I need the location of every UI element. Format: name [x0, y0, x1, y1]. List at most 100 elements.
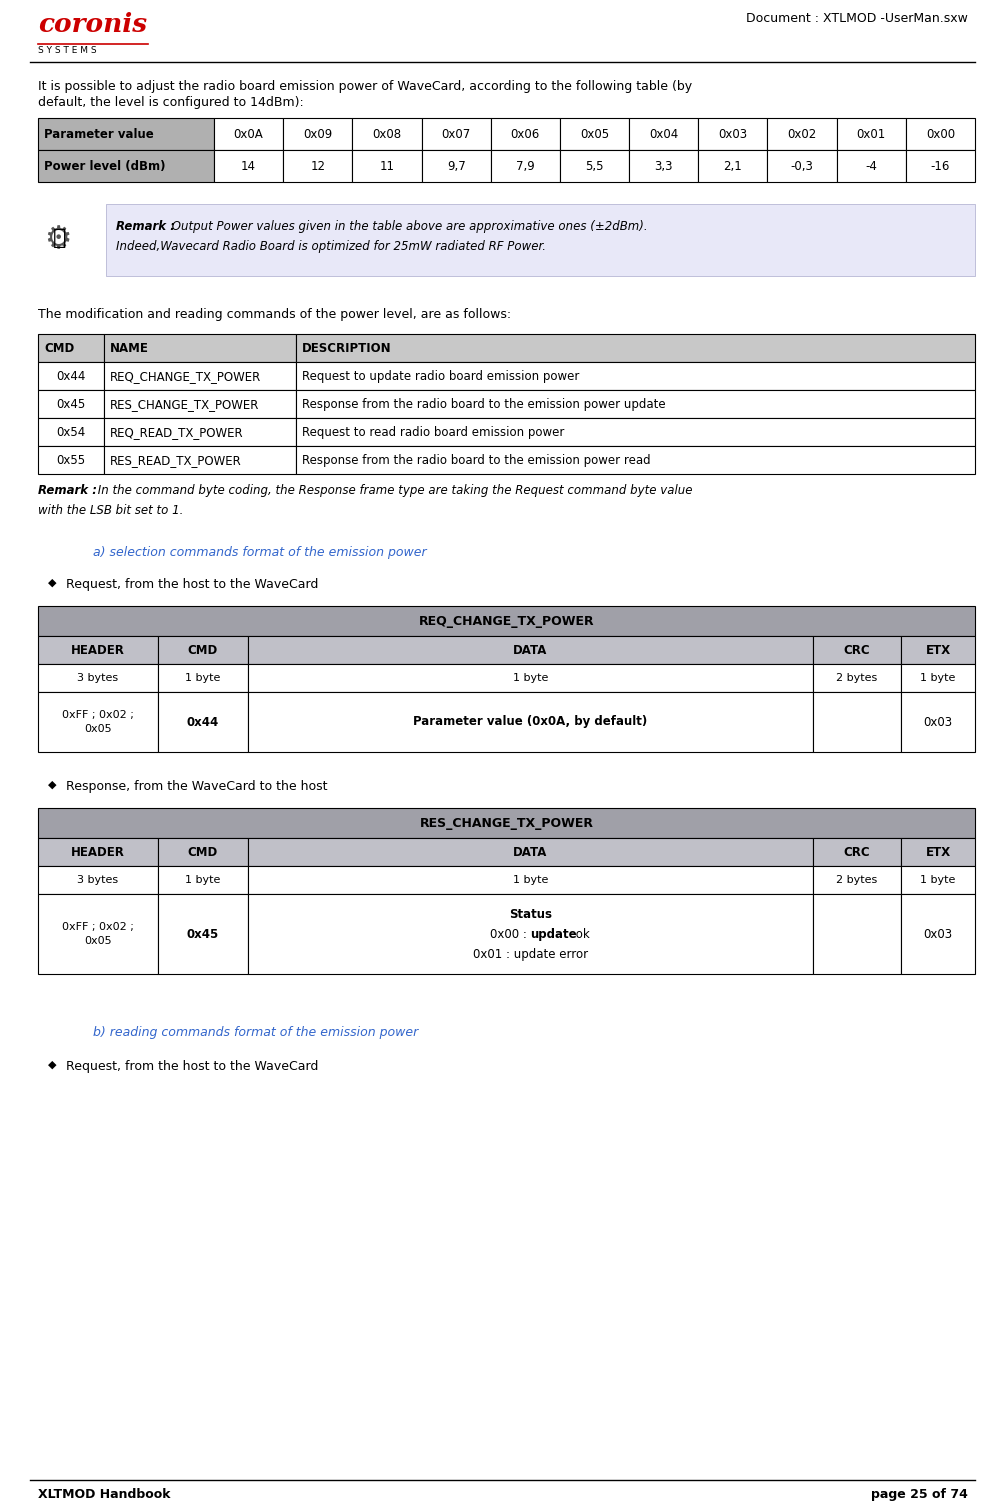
Bar — [560, 118, 629, 149]
Text: 0x07: 0x07 — [441, 128, 470, 140]
Bar — [296, 334, 974, 362]
Bar — [812, 664, 900, 692]
Bar — [905, 118, 974, 149]
Text: HEADER: HEADER — [71, 846, 124, 859]
Bar — [900, 664, 974, 692]
Bar — [38, 418, 104, 445]
Bar — [697, 149, 766, 183]
Text: 2,1: 2,1 — [723, 160, 741, 174]
Bar — [490, 149, 560, 183]
Bar — [38, 664, 157, 692]
Bar — [421, 118, 490, 149]
Text: 🔦: 🔦 — [53, 228, 66, 248]
Text: 0x05: 0x05 — [580, 128, 609, 140]
Bar — [629, 149, 697, 183]
Text: 0x06: 0x06 — [511, 128, 540, 140]
Bar — [629, 118, 697, 149]
Text: -16: -16 — [930, 160, 949, 174]
Text: 2 bytes: 2 bytes — [835, 673, 877, 683]
Text: XLTMOD Handbook: XLTMOD Handbook — [38, 1487, 171, 1501]
Text: Response from the radio board to the emission power read: Response from the radio board to the emi… — [302, 455, 650, 467]
Text: ⚙: ⚙ — [44, 225, 71, 255]
Text: 0xFF ; 0x02 ;
0x05: 0xFF ; 0x02 ; 0x05 — [62, 710, 133, 734]
Text: 0xFF ; 0x02 ;
0x05: 0xFF ; 0x02 ; 0x05 — [62, 923, 133, 945]
Text: Request to read radio board emission power: Request to read radio board emission pow… — [302, 426, 564, 439]
Bar — [697, 118, 766, 149]
Text: 0x0A: 0x0A — [234, 128, 263, 140]
Bar — [38, 118, 214, 149]
Bar — [248, 867, 812, 894]
Text: Request to update radio board emission power: Request to update radio board emission p… — [302, 370, 579, 384]
Text: Request, from the host to the WaveCard: Request, from the host to the WaveCard — [66, 578, 318, 590]
Text: Response from the radio board to the emission power update: Response from the radio board to the emi… — [302, 399, 665, 411]
Bar — [490, 118, 560, 149]
Text: Output Power values given in the table above are approximative ones (±2dBm).: Output Power values given in the table a… — [168, 220, 647, 233]
Text: CMD: CMD — [44, 341, 74, 355]
Bar — [157, 894, 248, 974]
Text: HEADER: HEADER — [71, 643, 124, 657]
Bar — [296, 418, 974, 445]
Text: 0x44: 0x44 — [56, 370, 85, 384]
Bar — [352, 149, 421, 183]
Bar — [157, 664, 248, 692]
Text: NAME: NAME — [110, 341, 148, 355]
Bar — [900, 838, 974, 867]
Bar — [900, 692, 974, 752]
Text: CMD: CMD — [188, 846, 218, 859]
Bar — [214, 149, 283, 183]
Bar — [296, 362, 974, 390]
Text: 0x45: 0x45 — [56, 399, 85, 411]
Bar — [248, 692, 812, 752]
Text: RES_CHANGE_TX_POWER: RES_CHANGE_TX_POWER — [419, 817, 593, 829]
Bar — [104, 390, 296, 418]
Text: coronis: coronis — [38, 12, 147, 38]
Text: REQ_CHANGE_TX_POWER: REQ_CHANGE_TX_POWER — [418, 615, 594, 628]
Text: ◆: ◆ — [48, 1060, 56, 1071]
Text: REQ_CHANGE_TX_POWER: REQ_CHANGE_TX_POWER — [110, 370, 261, 384]
Bar — [296, 445, 974, 474]
Text: 12: 12 — [310, 160, 325, 174]
Bar — [157, 867, 248, 894]
Text: 0x03: 0x03 — [923, 927, 952, 941]
Text: 7,9: 7,9 — [516, 160, 535, 174]
Text: Parameter value: Parameter value — [44, 128, 153, 140]
Bar — [157, 692, 248, 752]
Text: CRC: CRC — [843, 643, 870, 657]
Bar — [900, 894, 974, 974]
Text: REQ_READ_TX_POWER: REQ_READ_TX_POWER — [110, 426, 244, 439]
Bar — [38, 636, 157, 664]
Text: 2 bytes: 2 bytes — [835, 874, 877, 885]
Text: Power level (dBm): Power level (dBm) — [44, 160, 165, 174]
Bar — [812, 838, 900, 867]
Text: CRC: CRC — [843, 846, 870, 859]
Bar — [106, 204, 974, 276]
Bar — [38, 692, 157, 752]
Bar — [104, 334, 296, 362]
Text: 0x02: 0x02 — [786, 128, 815, 140]
Text: S Y S T E M S: S Y S T E M S — [38, 45, 96, 54]
Text: 0x03: 0x03 — [717, 128, 746, 140]
Bar — [38, 362, 104, 390]
Bar — [766, 118, 835, 149]
Text: 0x01 : update error: 0x01 : update error — [472, 948, 588, 960]
Text: with the LSB bit set to 1.: with the LSB bit set to 1. — [38, 504, 184, 516]
Bar — [900, 867, 974, 894]
Text: In the command byte coding, the Response frame type are taking the Request comma: In the command byte coding, the Response… — [94, 485, 692, 497]
Text: 1 byte: 1 byte — [920, 673, 955, 683]
Text: DATA: DATA — [513, 643, 548, 657]
Bar — [157, 636, 248, 664]
Text: 1 byte: 1 byte — [186, 673, 221, 683]
Bar — [905, 149, 974, 183]
Bar — [104, 362, 296, 390]
Text: ok: ok — [572, 929, 590, 941]
Bar — [38, 334, 104, 362]
Text: Response, from the WaveCard to the host: Response, from the WaveCard to the host — [66, 781, 327, 793]
Text: DATA: DATA — [513, 846, 548, 859]
Text: 0x54: 0x54 — [56, 426, 85, 439]
Text: Indeed,Wavecard Radio Board is optimized for 25mW radiated RF Power.: Indeed,Wavecard Radio Board is optimized… — [116, 240, 546, 254]
Text: -4: -4 — [865, 160, 877, 174]
Bar — [812, 894, 900, 974]
Bar — [248, 664, 812, 692]
Bar — [38, 867, 157, 894]
Bar — [352, 118, 421, 149]
